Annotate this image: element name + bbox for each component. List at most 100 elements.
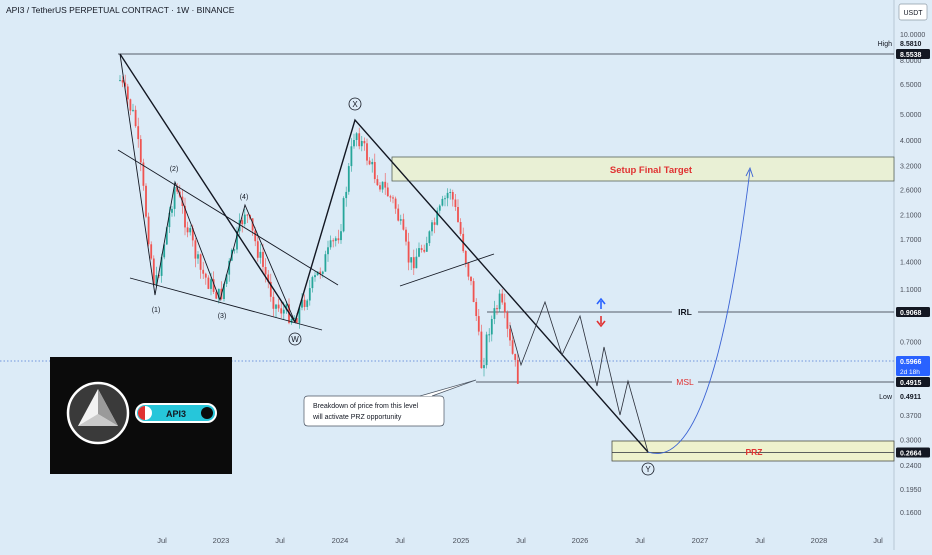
time-tick-label: Jul (635, 536, 645, 545)
candle (451, 189, 454, 207)
candle (373, 153, 376, 184)
price-tick-label: 0.2400 (900, 463, 922, 470)
callout-line-1: Breakdown of price from this level (313, 403, 418, 410)
candle (366, 138, 368, 166)
time-tick-label: Jul (516, 536, 526, 545)
candle (126, 83, 129, 107)
candle (267, 270, 270, 289)
price-label-value: 0.9068 (900, 310, 922, 317)
time-tick-label: 2027 (692, 536, 709, 545)
price-label-value: 0.2664 (900, 451, 922, 458)
candle (423, 244, 426, 254)
wedge-lower-line (129, 277, 323, 331)
candle (264, 258, 267, 283)
candle (436, 207, 439, 226)
target-zone (391, 156, 895, 182)
callout-line-2: will activate PRZ opportunity (312, 414, 402, 421)
candle (173, 183, 176, 217)
candle (438, 204, 441, 214)
candle (321, 270, 324, 278)
price-tick-label: 1.4000 (900, 259, 922, 266)
price-label-value: 8.5810 (900, 41, 922, 48)
price-tick-label: 3.2000 (900, 164, 922, 171)
candle (345, 186, 348, 207)
currency-box[interactable] (898, 3, 928, 21)
candle (285, 301, 288, 314)
projection-curve (647, 169, 751, 454)
candle (204, 272, 207, 285)
irl-label: IRL (678, 307, 692, 317)
candle (145, 183, 147, 219)
wave-label-2: (2) (170, 166, 179, 173)
candle (467, 262, 470, 281)
logo-badge-text: API3 (166, 409, 186, 419)
candle (334, 236, 337, 247)
candle (262, 243, 264, 274)
candle (147, 212, 150, 247)
candle (428, 230, 431, 246)
candle (376, 175, 379, 186)
price-tick-label: 5.0000 (900, 112, 922, 119)
candle (493, 300, 496, 325)
candle (233, 248, 236, 254)
candle (446, 188, 449, 207)
candle (355, 132, 358, 147)
candle (444, 195, 446, 207)
time-axis[interactable]: Jul 2023 Jul 2024 Jul 2025 Jul 2026 Jul 2027 Jul 20… (157, 536, 883, 545)
wave-label-1: (1) (152, 307, 161, 314)
price-label-value: 0.5966 (900, 359, 922, 366)
candle (241, 217, 244, 233)
time-tick-label: Jul (755, 536, 765, 545)
price-label-value: 0.4915 (900, 380, 922, 387)
candle (243, 208, 246, 227)
candle (511, 332, 514, 355)
candle (194, 238, 197, 268)
price-tick-label: 0.1600 (900, 510, 922, 517)
candle (496, 305, 498, 315)
price-tick-label: 0.3700 (900, 413, 922, 420)
candle (384, 173, 387, 195)
prz-zone (611, 440, 895, 462)
candle (215, 290, 218, 299)
time-tick-label: 2025 (453, 536, 470, 545)
target-zone-label: Setup Final Target (610, 165, 693, 176)
prz-label: PRZ (746, 447, 763, 457)
price-tick-label: 1.7000 (900, 237, 922, 244)
candle (319, 267, 322, 279)
candle (272, 291, 275, 317)
candle (306, 298, 309, 310)
msl-label: MSL (676, 377, 694, 387)
candle (425, 236, 428, 252)
impulse-zigzag (119, 53, 296, 323)
candle (516, 354, 519, 384)
candle (197, 251, 199, 264)
candle (329, 235, 332, 250)
price-label: 8.5810 High (878, 41, 922, 48)
candle (441, 195, 444, 207)
price-tick-label: 8.0000 (900, 58, 922, 65)
candle (394, 196, 397, 214)
candle (347, 163, 350, 195)
candle (150, 241, 153, 260)
candle (337, 229, 340, 244)
candle (134, 105, 137, 128)
candle (228, 258, 231, 282)
candle (457, 199, 459, 223)
projection-curve-arrowhead (745, 166, 754, 178)
candle (155, 266, 158, 287)
candle (202, 261, 205, 279)
candle (360, 136, 363, 152)
candle (464, 250, 467, 268)
price-label-value: 8.5538 (900, 52, 922, 59)
candle (277, 298, 280, 312)
candle (501, 289, 504, 305)
candle (480, 324, 483, 369)
wave-label-3: (3) (218, 313, 227, 320)
chart-title: API3 / TetherUS PERPETUAL CONTRACT · 1W … (6, 5, 235, 15)
candle (293, 315, 296, 320)
candle (472, 278, 475, 303)
candle (207, 275, 210, 290)
candle (485, 331, 488, 369)
candle (405, 226, 407, 246)
